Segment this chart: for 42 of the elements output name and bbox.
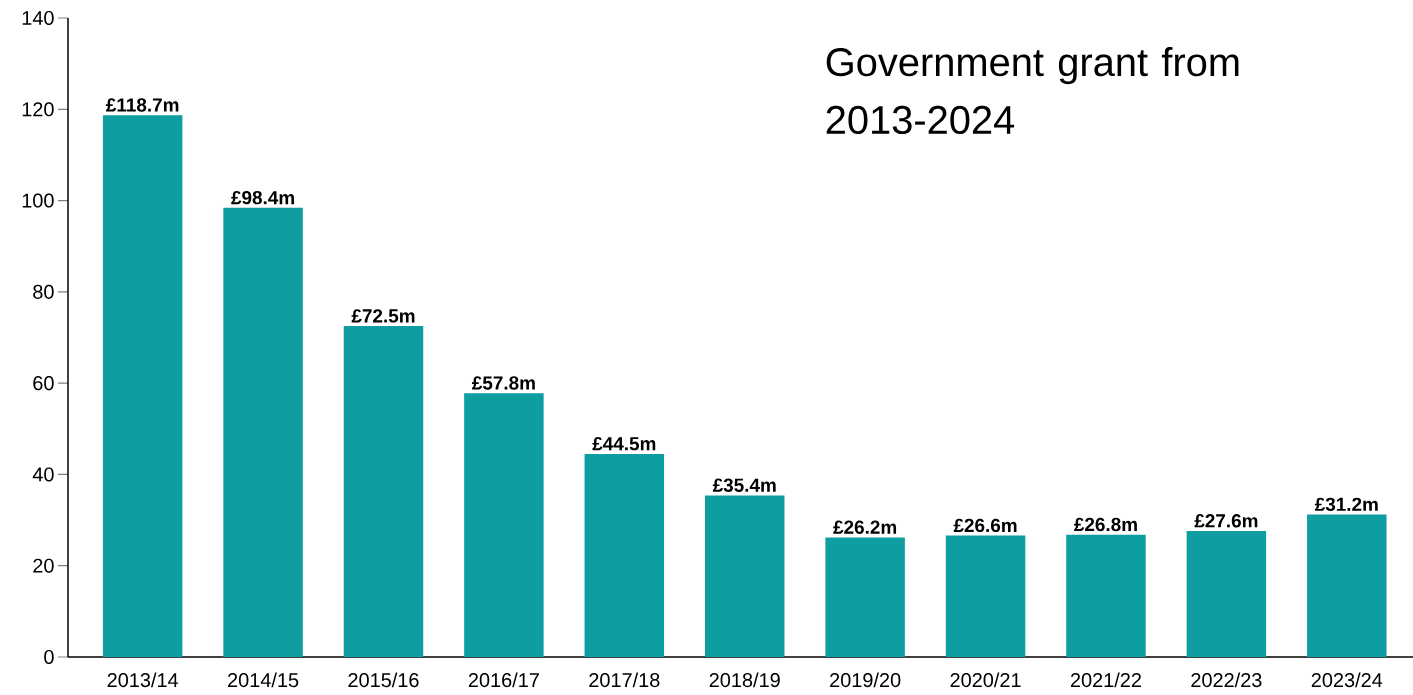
bar: [584, 453, 665, 657]
data-label: £118.7m: [106, 98, 179, 112]
data-label: £57.8m: [471, 376, 535, 390]
x-tick-label: 2023/24: [1311, 672, 1383, 688]
y-tick-label: 40: [32, 467, 54, 482]
text: Government grant from 2013-2024: [826, 47, 1239, 135]
bar: [102, 115, 183, 657]
y-tick-label: 120: [22, 102, 54, 117]
x-tick-label: 2013/14: [107, 672, 179, 688]
y-tick-label: 0: [44, 649, 54, 665]
data-label: £26.6m: [953, 518, 1017, 533]
data-label: £98.4m: [231, 190, 294, 205]
bar: [464, 393, 544, 657]
bar: [223, 207, 303, 657]
data-label: £26.2m: [833, 520, 897, 534]
y-tick-label: 60: [33, 376, 54, 391]
y-tick-label: 80: [33, 284, 54, 299]
bar: [1307, 514, 1387, 657]
y-tick-label: 20: [33, 558, 54, 573]
x-tick-label: 2020/21: [950, 672, 1021, 688]
x-tick-label: 2016/17: [468, 672, 539, 688]
y-tick-label: 100: [22, 193, 54, 208]
x-tick-label: 2021/22: [1070, 672, 1141, 688]
bar: [1066, 534, 1146, 657]
data-label: £72.5m: [351, 309, 415, 323]
data-label: £44.5m: [592, 436, 656, 451]
x-tick-label: 2022/23: [1191, 672, 1262, 688]
bar: [945, 535, 1026, 657]
data-label: £27.6m: [1194, 514, 1258, 528]
x-tick-label: 2014/15: [228, 672, 299, 688]
y-tick-label: 140: [22, 10, 54, 26]
bar: [1186, 531, 1267, 657]
data-label: £31.2m: [1314, 497, 1378, 512]
data-label: £35.4m: [712, 478, 776, 492]
x-tick-label: 2017/18: [589, 672, 660, 688]
x-tick-label: 2015/16: [348, 672, 419, 688]
data-label: £26.8m: [1074, 517, 1137, 532]
x-tick-label: 2019/20: [830, 672, 901, 688]
bar: [704, 495, 785, 657]
bar: [343, 326, 424, 657]
bar: [825, 537, 905, 657]
x-tick-label: 2018/19: [709, 672, 780, 688]
